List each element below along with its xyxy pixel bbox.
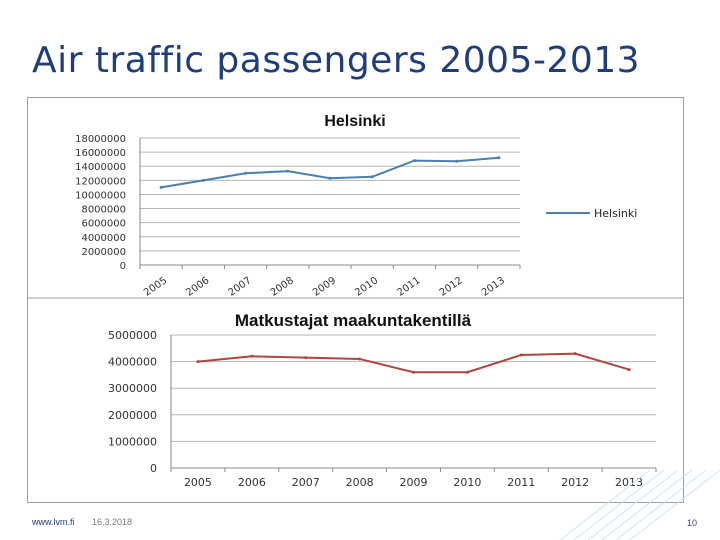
x-tick-label: 2010 [453, 476, 481, 489]
x-tick-label: 2006 [238, 476, 266, 489]
data-point [201, 178, 205, 182]
x-tick-label: 2008 [346, 476, 374, 489]
series-line-2 [197, 352, 630, 374]
series-line-1 [160, 156, 499, 189]
data-point [358, 357, 362, 361]
y-tick-label: 10000000 [75, 190, 126, 201]
data-point [412, 370, 415, 374]
data-point [497, 156, 501, 160]
y-tick-label: 0 [120, 261, 126, 272]
x-tick-label: 2005 [142, 275, 169, 299]
y-tick-label: 3000000 [108, 382, 157, 395]
x-tick-label: 2009 [311, 275, 338, 299]
charts-canvas: Helsinki 0 2000000 4000000 6000000 8000000 100… [28, 113, 683, 489]
y-tick-label: 16000000 [75, 148, 126, 159]
chart-title-2: Matkustajat maakuntakentillä [235, 311, 472, 330]
data-point [627, 368, 631, 372]
y-tick-label: 0 [150, 462, 157, 475]
y-tick-label: 2000000 [81, 247, 126, 258]
x-tick-label: 2008 [269, 275, 296, 299]
data-point [328, 176, 332, 180]
decorative-lines [559, 470, 720, 540]
y-tick-label: 5000000 [108, 329, 157, 342]
data-point [196, 360, 200, 364]
data-point [244, 171, 248, 175]
data-point [465, 370, 469, 374]
x-tick-label: 2007 [227, 275, 254, 299]
y-tick-label: 6000000 [81, 219, 126, 230]
y-tick-label: 8000000 [81, 205, 126, 216]
footer-url[interactable]: www.lvm.fi [32, 517, 75, 527]
slide-title: Air traffic passengers 2005-2013 [32, 40, 641, 81]
y-tick-label: 18000000 [75, 134, 126, 145]
data-point [573, 352, 577, 356]
x-tick-label: 2011 [395, 275, 422, 299]
y-tick-label: 1000000 [108, 435, 157, 448]
x-tick-label: 2012 [438, 275, 465, 299]
footer-date: 16.3.2018 [92, 517, 133, 527]
data-point [370, 175, 374, 179]
data-point [304, 356, 308, 360]
data-point [159, 185, 163, 189]
x-tick-label: 2009 [400, 476, 428, 489]
chart-frame: Helsinki 0 2000000 4000000 6000000 8000000 100… [27, 97, 684, 503]
y-tick-label: 2000000 [108, 409, 157, 422]
x-tick-label: 2011 [507, 476, 535, 489]
y-tick-label: 14000000 [75, 162, 126, 173]
x-tick-label: 2005 [184, 476, 212, 489]
x-tick-label: 2006 [184, 275, 211, 299]
chart-title-1: Helsinki [324, 113, 385, 130]
legend-label: Helsinki [594, 207, 637, 220]
data-point [250, 354, 254, 358]
x-tick-label: 2010 [353, 275, 380, 299]
data-point [286, 169, 290, 173]
data-point [412, 159, 416, 163]
page-number: 10 [687, 518, 698, 528]
data-point [519, 353, 523, 357]
y-tick-label: 12000000 [75, 176, 126, 187]
y-tick-label: 4000000 [108, 356, 157, 369]
x-tick-label: 2013 [480, 275, 507, 299]
y-tick-label: 4000000 [81, 233, 126, 244]
data-point [455, 159, 459, 163]
x-tick-label: 2012 [561, 476, 589, 489]
x-tick-label: 2007 [292, 476, 320, 489]
x-tick-label: 2013 [615, 476, 643, 489]
